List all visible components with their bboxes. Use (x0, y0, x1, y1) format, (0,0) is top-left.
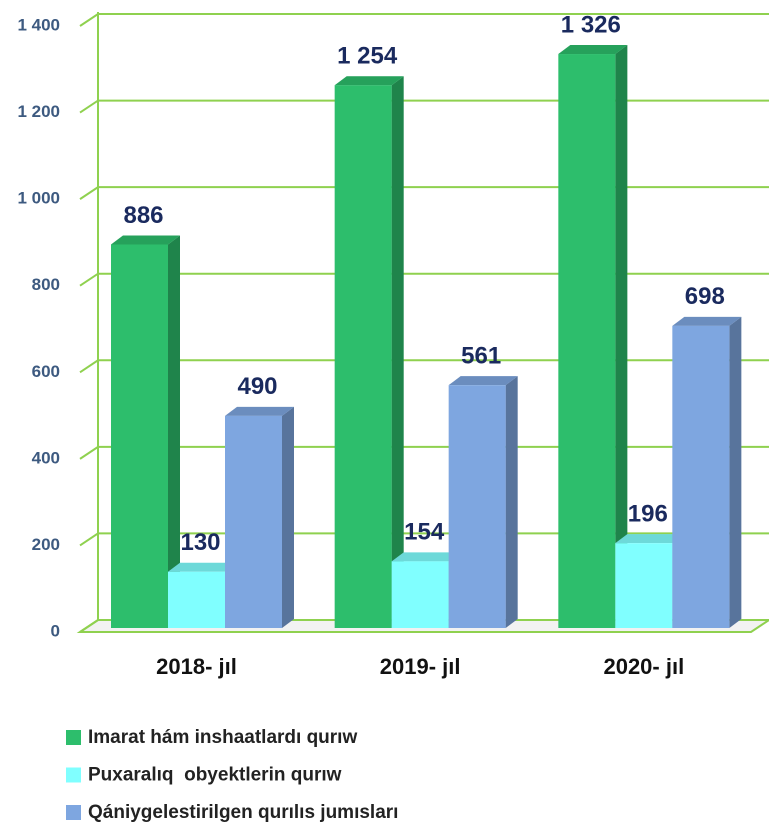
bar (168, 571, 225, 628)
y-tick-label: 400 (32, 448, 60, 467)
bar-top-shade (225, 406, 294, 416)
bar-top (615, 534, 685, 544)
bar (615, 543, 673, 628)
y-tick-label: 800 (32, 275, 60, 294)
legend-swatch (66, 730, 81, 745)
bar-top (672, 316, 742, 326)
value-label: 1 254 (337, 43, 398, 70)
bar-side-shade (282, 406, 294, 628)
bar (111, 244, 168, 628)
value-label: 154 (404, 519, 445, 546)
bar (391, 561, 449, 628)
bar (558, 54, 616, 628)
bar-side (615, 45, 628, 628)
value-label: 561 (461, 343, 501, 370)
bar-top (448, 376, 518, 386)
bar-top-shade (448, 376, 518, 386)
bar-side (168, 235, 180, 628)
grid-line (79, 99, 769, 114)
y-tick-label: 1 400 (17, 15, 60, 34)
y-tick-label: 0 (51, 621, 60, 640)
grid-line (79, 13, 769, 27)
bar (334, 85, 392, 628)
bar-side-shade (168, 235, 180, 628)
legend-swatch (66, 805, 81, 820)
bar-top (334, 76, 404, 86)
bar-side (505, 376, 518, 628)
bar-top (111, 235, 180, 245)
bar-side (391, 76, 404, 628)
y-tick-label: 1 200 (17, 102, 60, 121)
y-tick-label: 600 (32, 362, 60, 381)
legend-label: Imarat hám inshaatlardı qurıw (88, 727, 357, 748)
bar-side-shade (505, 376, 518, 628)
y-tick-label: 1 000 (17, 189, 60, 208)
bar-top (558, 45, 628, 55)
value-label: 886 (123, 202, 163, 229)
bar-top-shade (558, 45, 628, 55)
bar (225, 415, 282, 628)
grid-line (79, 359, 769, 374)
value-label: 490 (237, 373, 277, 400)
bar (448, 385, 506, 628)
grid-line (79, 619, 769, 633)
legend-swatch (66, 767, 81, 783)
grid-line (79, 445, 769, 460)
bar-top (225, 406, 294, 416)
grid-line (79, 186, 769, 200)
bar-side-shade (391, 76, 404, 628)
bar-top-shade (615, 534, 685, 544)
bar-top-shade (111, 235, 180, 245)
grid-line (79, 532, 769, 547)
bar (672, 325, 730, 628)
bar-top-shade (391, 552, 461, 562)
grid-line (79, 272, 769, 287)
bar-side (282, 406, 294, 628)
bar-top-shade (672, 316, 742, 326)
bar-side-shade (729, 316, 742, 628)
bar-side-shade (615, 45, 628, 628)
bar-side (729, 316, 742, 628)
legend-label: Puxaralıq obyektlerin qurıw (88, 765, 342, 786)
legend-label: Qániygelestirilgen qurılıs jumısları (88, 802, 398, 823)
bar-top-shade (334, 76, 404, 86)
x-tick-label: 2018- jıl (156, 654, 237, 679)
bar-top (391, 552, 461, 562)
x-tick-label: 2019- jıl (380, 654, 461, 679)
y-tick-label: 200 (32, 535, 60, 554)
value-label: 698 (685, 283, 725, 310)
bar-top (168, 562, 237, 572)
x-tick-label: 2020- jıl (603, 654, 684, 679)
value-label: 196 (628, 501, 668, 528)
value-label: 1 326 (561, 11, 621, 38)
bar-top-shade (168, 562, 237, 572)
value-label: 130 (180, 529, 220, 556)
